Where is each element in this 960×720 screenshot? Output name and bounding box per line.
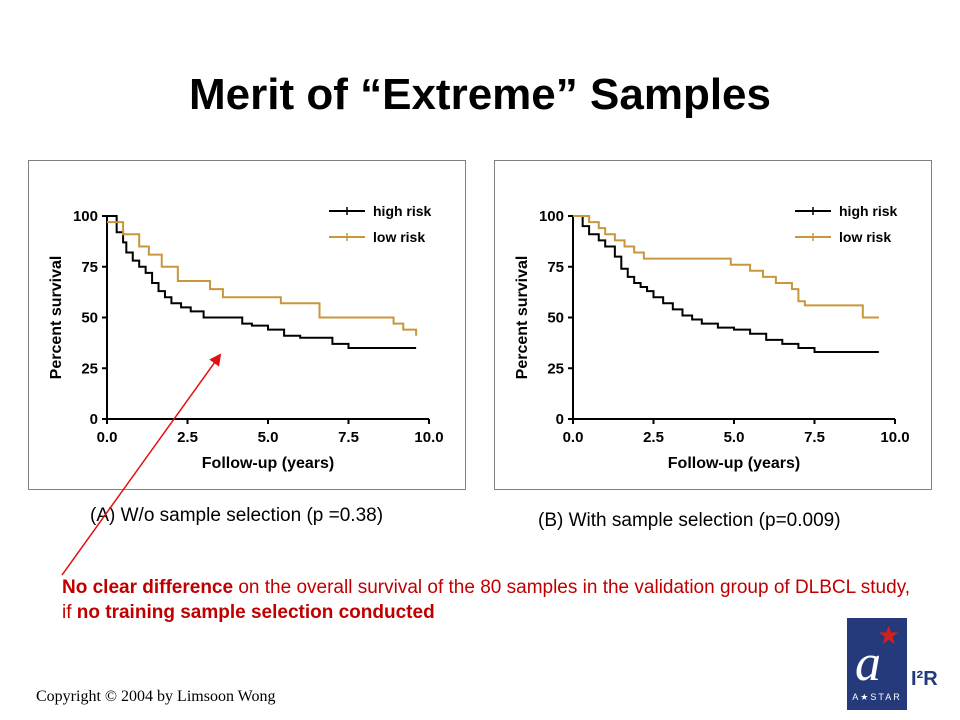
logo-star-icon: ★ — [877, 620, 901, 650]
caption-b: (B) With sample selection (p=0.009) — [538, 510, 841, 531]
chart-a: 0.0 2.5 5.0 7.5 10.0 0 25 50 75 100 Follow-up (yea… — [28, 160, 466, 490]
chart-a-x-tick-label: 10.0 — [414, 429, 443, 446]
chart-a-series-high-risk-line — [107, 215, 417, 349]
slide-title: Merit of “Extreme” Samples — [189, 70, 771, 119]
note-emphasis-2: no training sample selection conducted — [76, 602, 435, 623]
chart-b-series-low-risk-line — [573, 215, 879, 319]
chart-b: 0.0 2.5 5.0 7.5 10.0 0 25 50 75 100 Follow-up (yea… — [494, 160, 932, 490]
chart-b-y-tick-label: 100 — [539, 208, 564, 225]
chart-b-series-high-risk-line — [573, 215, 879, 354]
chart-b-y-tick-label: 75 — [547, 259, 564, 276]
chart-a-y-tick-label: 0 — [90, 411, 98, 428]
chart-b-y-tick-label: 50 — [547, 310, 564, 327]
chart-b-x-tick-label: 10.0 — [880, 429, 909, 446]
chart-a-x-tick-label: 2.5 — [177, 429, 198, 446]
chart-a-series-low-risk-line — [107, 221, 418, 336]
chart-b-y-tick-label: 0 — [556, 411, 564, 428]
chart-b-y-tick-label: 25 — [547, 360, 564, 377]
chart-a-x-label: Follow-up (years) — [202, 455, 334, 472]
chart-b-legend-label: low risk — [839, 229, 891, 245]
chart-b-x-tick-label: 0.0 — [563, 429, 584, 446]
astar-i2r-logo: ★ a A★STAR I²R — [847, 618, 947, 710]
chart-a-x-tick-label: 7.5 — [338, 429, 359, 446]
chart-a-svg: 0.0 2.5 5.0 7.5 10.0 0 25 50 75 100 Follow-up (yea… — [48, 203, 444, 472]
logo-i2r-text: I²R — [911, 668, 938, 690]
chart-a-legend-label: low risk — [373, 229, 425, 245]
note-body: on the overall survival of the 80 sample… — [62, 577, 911, 623]
chart-a-y-tick-label: 75 — [81, 259, 98, 276]
chart-a-x-tick-label: 5.0 — [258, 429, 279, 446]
chart-b-y-label: Percent survival — [514, 256, 531, 380]
chart-a-x-tick-label: 0.0 — [97, 429, 118, 446]
chart-a-y-tick-label: 25 — [81, 360, 98, 377]
chart-a-legend-label: high risk — [373, 203, 432, 219]
copyright-text: Copyright © 2004 by Limsoon Wong — [36, 688, 276, 705]
logo-box — [847, 618, 907, 710]
chart-b-x-tick-label: 7.5 — [804, 429, 825, 446]
chart-a-y-label: Percent survival — [48, 256, 65, 380]
chart-b-x-tick-label: 2.5 — [643, 429, 664, 446]
logo-a-mark: a — [855, 635, 881, 692]
caption-a: (A) W/o sample selection (p =0.38) — [90, 505, 384, 526]
chart-b-legend-label: high risk — [839, 203, 898, 219]
chart-b-svg: 0.0 2.5 5.0 7.5 10.0 0 25 50 75 100 Follow-up (yea… — [514, 203, 910, 472]
chart-a-y-tick-label: 100 — [73, 208, 98, 225]
annotation-note: No clear difference on the overall survi… — [62, 575, 922, 625]
chart-b-x-tick-label: 5.0 — [724, 429, 745, 446]
logo-astar-text: A★STAR — [852, 692, 902, 702]
chart-b-x-label: Follow-up (years) — [668, 455, 800, 472]
chart-a-y-tick-label: 50 — [81, 310, 98, 327]
note-emphasis-1: No clear difference — [62, 577, 234, 598]
